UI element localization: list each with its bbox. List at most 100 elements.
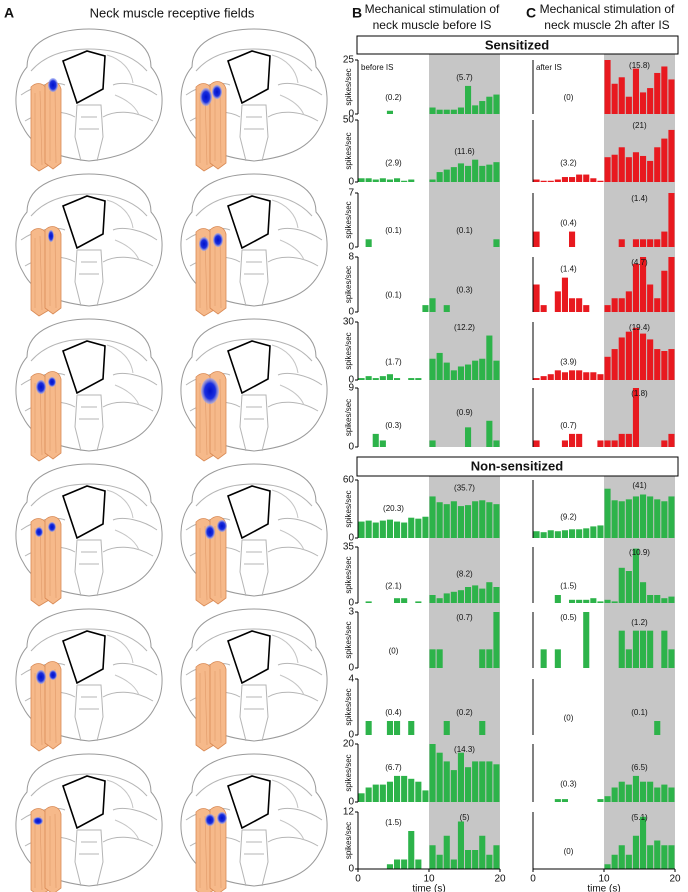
bar [640,239,647,247]
bar [450,370,457,380]
bar [465,85,472,114]
bar [547,180,554,182]
bar [654,787,661,802]
bar [479,721,486,735]
bar [479,588,486,603]
skull-drawing [180,28,328,172]
bar [372,433,379,447]
bar [640,630,647,668]
mean-rate-annotation: (5) [460,813,470,822]
chart-label: before IS [361,63,393,72]
bar [618,433,625,447]
receptive-field [205,814,215,826]
bar [408,378,415,380]
bar [401,180,408,182]
bar [618,77,625,114]
receptive-field [35,527,43,537]
mean-rate-annotation: (5.1) [631,813,648,822]
bar [429,845,436,869]
bar [625,96,632,114]
bar [576,529,583,538]
bar [479,835,486,869]
bar [611,854,618,869]
skull-outline [15,173,163,317]
bar [668,193,675,247]
bar [583,528,590,538]
bar [479,649,486,668]
receptive-field [48,230,54,242]
mean-rate-annotation: (0) [564,847,574,856]
receptive-field [33,817,43,825]
bar [661,784,668,802]
skull-drawing [15,318,163,462]
bar [408,721,415,735]
receptive-field-panel [15,28,328,892]
bar [429,440,436,447]
section-title: Non-sensitized [471,458,564,473]
bar [569,298,576,312]
bar [465,427,472,447]
bar [472,585,479,603]
bar [457,590,464,603]
mean-rate-annotation: (0.7) [456,613,473,622]
bar [479,358,486,380]
bar [604,356,611,380]
bar [457,821,464,869]
bar [429,744,436,802]
panel-title: Mechanical stimulation of [365,2,500,16]
bar [668,496,675,538]
bar [618,630,625,668]
receptive-field [48,377,56,387]
x-tick-label: 10 [598,874,610,885]
bar [632,263,639,312]
bar [457,107,464,114]
x-tick-label: 0 [530,874,536,885]
bar [443,362,450,380]
bar [436,502,443,538]
bar [632,835,639,869]
bar [611,787,618,802]
bar [493,440,500,447]
bar [668,787,675,802]
bar [618,501,625,538]
bar [561,530,568,538]
y-tick-label: 0 [348,109,354,120]
bar [625,433,632,447]
bar [632,548,639,603]
mean-rate-annotation: (0) [564,93,574,102]
bar [486,649,493,668]
bar [450,167,457,182]
bar [436,854,443,869]
y-tick-label: 4 [348,674,354,685]
mean-rate-annotation: (6.7) [385,763,402,772]
bar [583,174,590,182]
bar [443,169,450,182]
bar [472,850,479,869]
skull-drawing [180,753,328,892]
mean-rate-annotation: (0.5) [560,613,577,622]
bar [422,305,429,312]
bar [647,239,654,247]
section-box [356,456,679,477]
bar [611,440,618,447]
bar [632,327,639,380]
bar [654,72,661,114]
bar [647,496,654,538]
mean-rate-annotation: (15.8) [629,61,650,70]
mean-rate-annotation: (0.3) [456,285,473,294]
bar [590,526,597,538]
bar [554,799,561,802]
bar [379,520,386,538]
bar [661,231,668,247]
bar [632,775,639,802]
bar [386,781,393,802]
x-tick-label: 0 [355,874,361,885]
bar [647,845,654,869]
bar [604,60,611,114]
bar [604,305,611,312]
bar [611,154,618,182]
mean-rate-annotation: (0.1) [385,291,402,300]
y-tick-label: 0 [348,864,354,875]
bar [640,816,647,869]
mean-rate-annotation: (1.8) [631,389,648,398]
